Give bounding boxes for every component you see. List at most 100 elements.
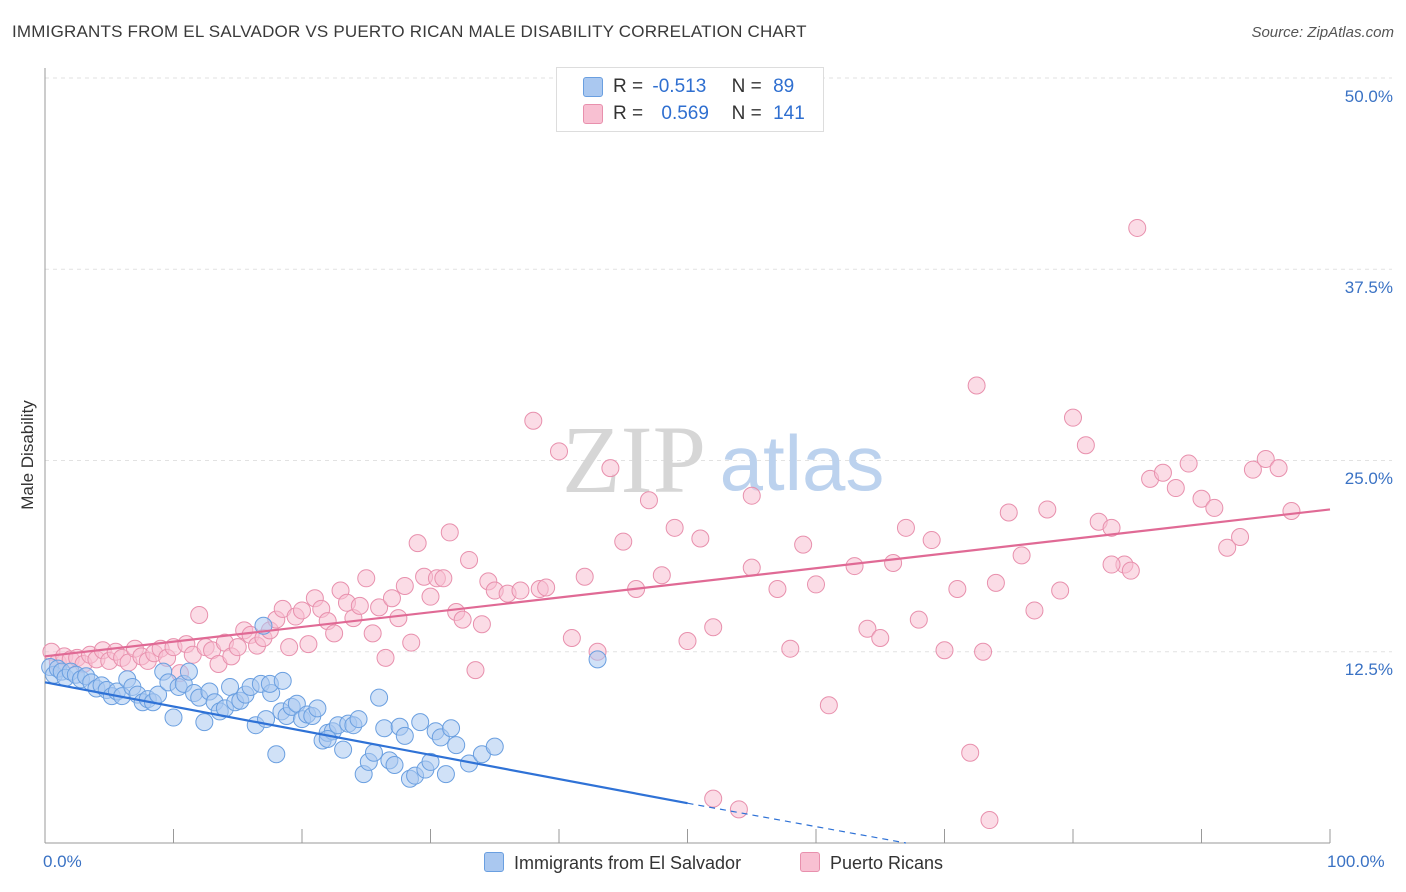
puerto-ricans-point [845,557,864,576]
n-value: 89 [773,76,795,97]
puerto-ricans-point [614,532,633,551]
legend-row-puerto-ricans: R = 0.569 N = 141 [613,103,805,125]
puerto-ricans-point [382,589,401,608]
puerto-ricans-point [807,575,825,594]
puerto-ricans-point [376,648,395,667]
puerto-ricans-point [1153,463,1172,482]
el-salvador-points [41,616,607,788]
puerto-ricans-point [884,554,903,573]
puerto-ricans-point [794,535,813,554]
el-salvador-point [442,719,461,738]
puerto-ricans-point [460,550,479,569]
puerto-ricans-point [1121,561,1140,580]
watermark: ZIP atlas [562,406,884,513]
el-salvador-point [195,713,214,732]
puerto-ricans-point [550,442,568,461]
r-value: -0.513 [652,76,707,97]
puerto-ricans-point [601,459,620,478]
el-salvador-point [364,743,383,762]
el-salvador-point [485,737,504,756]
correlation-legend: R = -0.513 N = 89 R = 0.569 N = 141 [556,67,824,132]
puerto-ricans-point [967,376,986,395]
puerto-ricans-point [299,635,318,654]
puerto-ricans-point [511,581,530,600]
puerto-ricans-point [652,566,671,585]
puerto-ricans-point [781,639,800,658]
puerto-ricans-point [980,811,999,830]
bottom-legend-swatch [800,852,820,872]
el-salvador-trend-line [44,681,688,805]
el-salvador-point [308,699,327,718]
n-value: 141 [773,103,805,124]
puerto-ricans-point [1205,498,1224,517]
puerto-ricans-point [819,696,838,715]
puerto-ricans-point [922,531,941,550]
el-salvador-point [179,662,198,681]
legend-swatch-el-salvador [583,77,603,97]
puerto-ricans-point [678,632,697,651]
puerto-ricans-point [974,642,993,661]
puerto-ricans-point [768,580,787,599]
el-salvador-point [334,740,353,759]
puerto-ricans-point [293,601,311,620]
puerto-ricans-point [729,800,748,819]
trend-lines [44,508,1331,844]
puerto-ricans-point [408,534,427,553]
source-label: Source: ZipAtlas.com [1251,24,1394,41]
y-tick-50: 50.0% [1344,87,1393,106]
axes [44,68,1331,844]
puerto-ricans-point [1038,500,1057,519]
el-salvador-point [375,719,394,738]
x-tick-100: 100.0% [1327,852,1385,871]
puerto-ricans-point [1256,449,1275,468]
puerto-ricans-point [1076,436,1095,455]
puerto-ricans-point [1051,581,1070,600]
puerto-ricans-point [1128,218,1147,237]
el-salvador-point [349,710,368,729]
puerto-ricans-point [325,624,344,643]
r-label: R = [613,103,644,124]
bottom-legend-el-salvador: Immigrants from El Salvador [484,852,741,874]
puerto-ricans-point [691,529,710,548]
el-salvador-point [318,729,337,748]
puerto-ricans-point [466,661,485,680]
el-salvador-point [395,726,414,745]
el-salvador-point [164,708,183,727]
bottom-legend-label: Puerto Ricans [830,853,944,873]
grid-lines [45,77,1392,653]
el-salvador-point [588,650,607,669]
el-salvador-point [421,752,440,771]
y-tick-12-5: 12.5% [1344,660,1393,679]
bottom-legend-label: Immigrants from El Salvador [514,853,742,873]
puerto-ricans-point [948,580,967,599]
puerto-ricans-point [1102,518,1121,537]
puerto-ricans-point [999,503,1018,522]
puerto-ricans-trend-line [44,508,1331,658]
bottom-legend-swatch [484,852,504,872]
el-salvador-point [411,713,430,732]
puerto-ricans-point [961,743,980,762]
puerto-ricans-point [935,641,954,660]
puerto-ricans-point [453,610,472,629]
puerto-ricans-point [389,609,408,628]
puerto-ricans-point [1243,460,1262,479]
legend-swatch-puerto-ricans [583,104,603,124]
el-salvador-point [273,671,292,690]
puerto-ricans-point [986,573,1005,592]
puerto-ricans-point [1179,454,1198,473]
el-salvador-point [370,688,389,707]
puerto-ricans-point [363,624,382,643]
puerto-ricans-points [42,218,1301,830]
puerto-ricans-point [228,638,247,657]
puerto-ricans-point [704,789,723,808]
el-salvador-point [436,765,455,784]
el-salvador-point [447,736,466,755]
puerto-ricans-point [1012,546,1031,565]
el-salvador-point [267,745,286,764]
puerto-ricans-point [742,558,761,577]
puerto-ricans-point [575,567,594,586]
puerto-ricans-point [896,518,915,537]
puerto-ricans-point [280,638,299,657]
puerto-ricans-point [1231,528,1250,546]
